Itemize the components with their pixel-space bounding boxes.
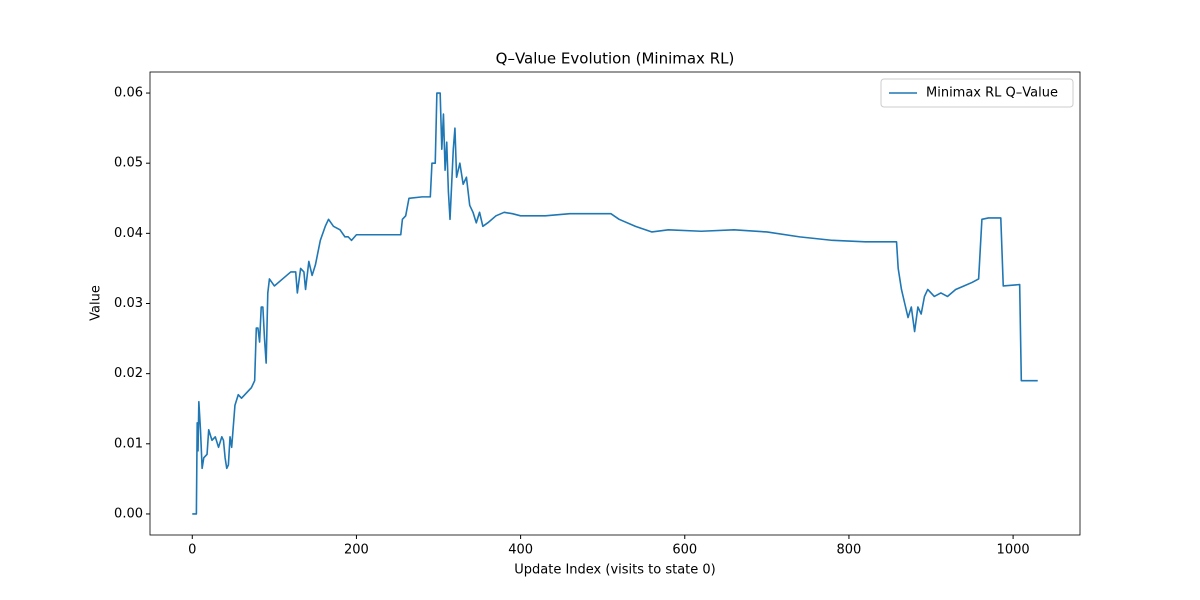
x-tick-label: 200 [344,543,369,558]
y-tick-label: 0.04 [114,226,143,241]
y-tick-label: 0.02 [114,366,143,381]
y-axis-label: Value [89,285,104,321]
x-axis-label: Update Index (visits to state 0) [514,563,716,578]
legend-label: Minimax RL Q–Value [926,86,1058,101]
x-tick-label: 600 [672,543,697,558]
y-tick-label: 0.03 [114,296,143,311]
x-tick-label: 400 [508,543,533,558]
line [192,92,1038,515]
y-tick-label: 0.00 [114,506,143,521]
y-tick-label: 0.01 [114,436,143,451]
chart-title: Q–Value Evolution (Minimax RL) [496,50,735,68]
y-tick-label: 0.06 [114,86,143,101]
x-tick-label: 800 [837,543,862,558]
y-tick-label: 0.05 [114,156,143,171]
x-tick-label: 1000 [997,543,1030,558]
x-tick-label: 0 [188,543,196,558]
legend-box [880,78,1074,108]
plot-frame [149,71,1081,536]
